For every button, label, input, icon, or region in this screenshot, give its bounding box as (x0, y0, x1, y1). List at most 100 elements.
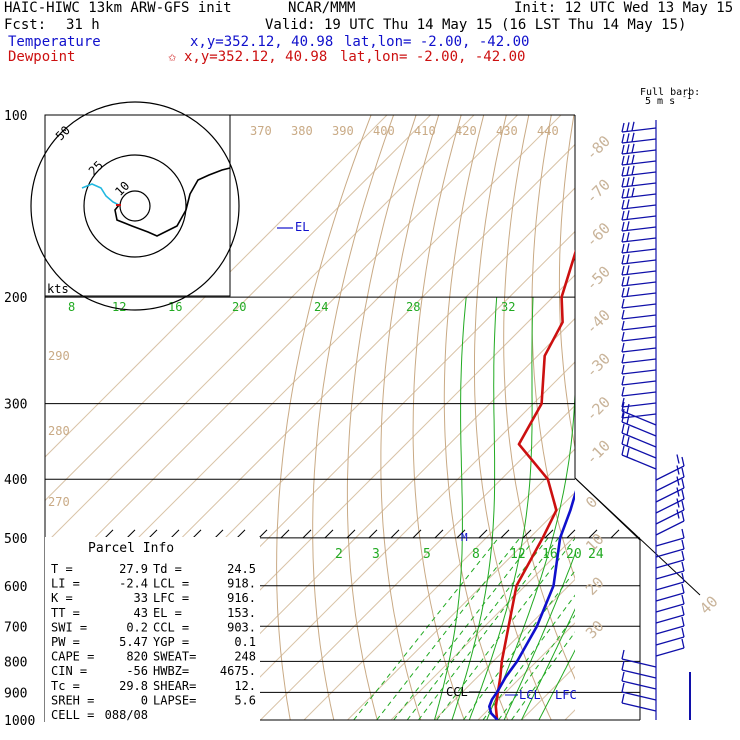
dry-adiabat-line (686, 115, 740, 733)
wind-barb-flag (681, 478, 685, 489)
parcel-row-label-right: Td = (153, 562, 182, 576)
wind-barb-flag (621, 693, 625, 704)
wind-barb-flag (631, 165, 635, 175)
theta-label: 440 (537, 124, 559, 138)
parcel-row-label-left: T = (51, 562, 73, 576)
hatch-mark (104, 529, 114, 539)
wind-barb-flag (681, 594, 685, 605)
isotherm-line (347, 491, 575, 720)
theta-label: 290 (48, 349, 70, 363)
wind-barb-flag (681, 511, 685, 522)
wind-barb (621, 410, 657, 426)
wind-barb (621, 413, 657, 419)
wind-barb-flag (621, 210, 625, 221)
wind-barb-flag (621, 133, 625, 144)
wind-barb (621, 358, 657, 364)
wind-barb (621, 443, 657, 459)
wind-barb (655, 465, 685, 481)
hatch-mark (390, 529, 400, 539)
parcel-row-label-right: CCL = (153, 620, 189, 634)
wind-barb-flag (621, 682, 625, 693)
wind-barb-flag (621, 298, 625, 309)
pressure-tick-label: 400 (4, 473, 27, 488)
wind-barb-flag (626, 403, 630, 414)
parcel-info-panel: Parcel Info T = 27.9 Td = 24.5 LI = -2.4 LCL =… (45, 537, 260, 727)
fcst-label: Fcst: (4, 17, 47, 33)
wind-barb-flag (681, 500, 685, 511)
mixing-ratio-label: 3 (372, 547, 380, 562)
dry-adiabat-line (380, 115, 440, 720)
dewpoint-xy: x,y=352.12, 40.98 (184, 49, 328, 65)
barb-legend-line2: 5 m s (645, 96, 675, 107)
mixing-ratio-line (482, 594, 575, 720)
hatch-mark (500, 529, 510, 539)
wind-barb-flag (621, 434, 625, 445)
wind-barb-flag (621, 309, 625, 320)
pressure-tick-label: 600 (4, 580, 27, 595)
parcel-row-value-left: 27.9 (119, 562, 148, 576)
star-icon: ✩ (168, 49, 177, 65)
wind-barb-flag (631, 132, 635, 142)
theta-label: 280 (48, 424, 70, 438)
pressure-tick-label: 100 (4, 109, 27, 124)
fcst-value: 31 h (66, 17, 100, 33)
hodograph: 50 25 10 kts (30, 101, 240, 311)
hatch-mark (324, 529, 334, 539)
temperature-latlon: lat,lon= -2.00, -42.00 (344, 34, 530, 50)
wind-barb-flag (681, 456, 685, 467)
mixing-ratio-line (376, 537, 521, 720)
pressure-tick-label: 200 (4, 291, 27, 306)
parcel-row-value-right: 5.6 (234, 693, 256, 707)
mixing-ratio-label: 8 (68, 300, 75, 314)
isotherm-label: -40 (582, 306, 614, 338)
wind-barb (621, 421, 657, 437)
wind-barb (655, 625, 685, 635)
isotherm-line (45, 115, 431, 502)
parcel-row-value-left: -56 (126, 664, 148, 678)
wind-barb-flag (681, 627, 685, 638)
wind-barb (621, 402, 657, 408)
wind-barb (655, 581, 685, 591)
isotherm-label: -60 (582, 219, 614, 251)
isotherm-line (434, 578, 575, 720)
temperature-legend: Temperature (8, 34, 101, 50)
parcel-row-label-right: SHEAR= (153, 679, 196, 693)
dewpoint-latlon: lat,lon= -2.00, -42.00 (340, 49, 526, 65)
hatch-mark (412, 529, 422, 539)
wind-barb-flag (621, 243, 625, 254)
wind-barb-flag (626, 155, 630, 165)
wind-barb (655, 603, 685, 613)
hatch-mark (544, 529, 554, 539)
parcel-info-title: Parcel Info (88, 541, 174, 556)
wind-barb-flag (626, 122, 630, 132)
isotherm-line (45, 115, 475, 545)
parcel-row-value-right: 153. (227, 606, 256, 620)
wind-barb-flag (621, 423, 625, 434)
parcel-row-label-left: CIN = (51, 664, 87, 678)
wind-barb-flag (626, 243, 630, 253)
wind-barb-flag (621, 166, 625, 177)
isotherm-label: 20 (582, 573, 608, 599)
wind-barb (621, 336, 657, 342)
hatch-mark (456, 529, 466, 539)
wind-barb-flag (681, 572, 685, 583)
ccl-marker-label: CCL (446, 685, 468, 699)
wind-barb-flag (626, 177, 630, 187)
isotherm-line (260, 404, 575, 720)
wind-barb (621, 680, 657, 690)
wind-barb-flag (621, 412, 625, 423)
wind-barb-flag (681, 550, 685, 561)
hatch-mark (346, 529, 356, 539)
wind-barb (621, 314, 657, 320)
wind-barb-flag (626, 276, 630, 286)
isotherm-label: -30 (582, 349, 614, 381)
wind-barb-flag (626, 414, 630, 425)
wind-barb-flag (681, 528, 685, 539)
dry-adiabat-line (586, 115, 734, 733)
wind-barb-flag (621, 144, 625, 155)
wind-barb-flag (621, 287, 625, 298)
wind-barb-flag (626, 188, 630, 198)
dewpoint-legend: Dewpoint (8, 49, 76, 65)
hatch-mark (610, 529, 620, 539)
wind-barb-flag (626, 265, 630, 275)
